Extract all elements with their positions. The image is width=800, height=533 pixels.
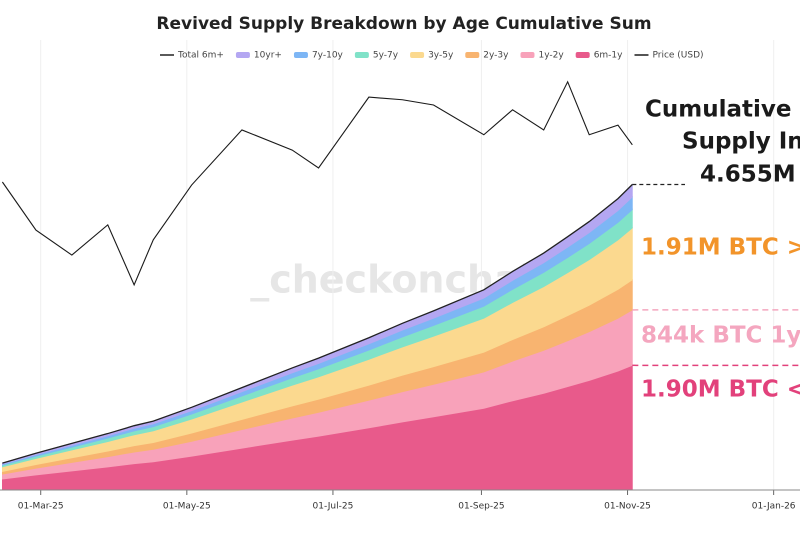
annotation: Cumulative	[645, 97, 791, 123]
x-tick-label: 01-Nov-25	[604, 502, 651, 512]
chart-title: Revived Supply Breakdown by Age Cumulati…	[156, 14, 651, 34]
legend-label: 5y-7y	[373, 51, 399, 61]
total-line	[2, 184, 633, 464]
legend-label: Total 6m+	[177, 51, 224, 61]
x-tick-label: 01-Sep-25	[458, 502, 504, 512]
annotation: 1.90M BTC <	[641, 377, 800, 403]
legend-label: 2y-3y	[483, 51, 509, 61]
legend-swatch	[410, 52, 425, 58]
legend-label: Price (USD)	[652, 51, 703, 61]
x-tick-label: 01-Mar-25	[18, 502, 64, 512]
legend-swatch	[575, 52, 590, 58]
legend-swatch	[354, 52, 369, 58]
legend-swatch	[235, 52, 250, 58]
legend-label: 7y-10y	[312, 51, 344, 61]
annotation: Supply In	[682, 129, 800, 155]
legend-label: 1y-2y	[538, 51, 564, 61]
annotation: 1.91M BTC >	[641, 235, 800, 261]
annotation: 4.655M	[700, 162, 796, 188]
legend-label: 6m-1y	[594, 51, 623, 61]
annotation: 844k BTC 1y	[641, 323, 800, 349]
x-tick-label: 01-Jan-26	[752, 502, 796, 512]
legend-label: 3y-5y	[428, 51, 454, 61]
x-tick-label: 01-Jul-25	[313, 502, 354, 512]
legend-label: 10yr+	[254, 51, 282, 61]
legend-swatch	[293, 52, 308, 58]
x-tick-label: 01-May-25	[163, 502, 211, 512]
legend-swatch	[465, 52, 480, 58]
lines	[1, 80, 633, 464]
legend-swatch	[520, 52, 535, 58]
price-line	[1, 80, 633, 287]
